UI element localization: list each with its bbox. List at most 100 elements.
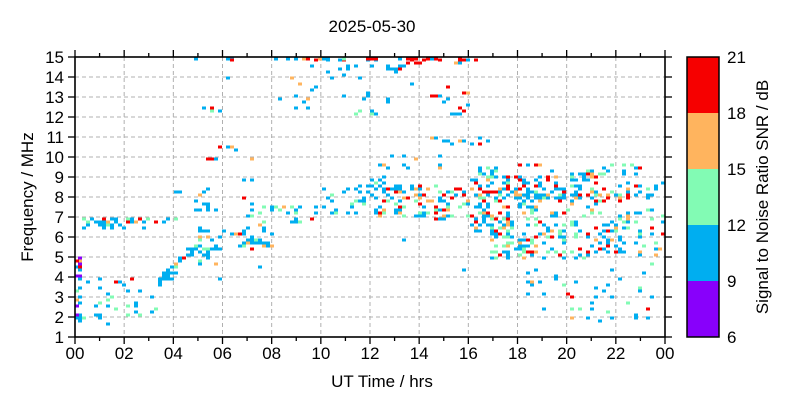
data-point [462, 202, 466, 206]
data-point [502, 181, 506, 185]
data-point [478, 142, 482, 146]
data-point [522, 232, 526, 236]
data-point [398, 190, 402, 194]
data-point [498, 232, 502, 236]
data-point [478, 166, 482, 170]
data-point [494, 235, 498, 239]
data-point [650, 193, 654, 197]
data-point [406, 57, 410, 61]
data-point [562, 223, 566, 227]
data-point [594, 181, 598, 185]
data-point [326, 70, 330, 74]
data-point [450, 142, 454, 146]
data-point [538, 280, 542, 284]
data-point [598, 241, 602, 245]
data-point [450, 214, 454, 218]
data-point [250, 202, 254, 206]
data-point [174, 190, 178, 194]
data-point [210, 157, 214, 161]
data-point [598, 193, 602, 197]
data-point [470, 142, 474, 146]
data-point [638, 250, 642, 254]
data-point [206, 205, 210, 209]
data-point [594, 226, 598, 230]
data-point [502, 223, 506, 227]
data-point [114, 280, 118, 284]
data-point [590, 211, 594, 215]
data-point [294, 57, 298, 61]
data-point [154, 307, 158, 311]
data-point [478, 202, 482, 206]
data-point [414, 157, 418, 161]
data-point [270, 244, 274, 248]
data-point [242, 196, 246, 200]
data-point [570, 220, 574, 224]
data-point [426, 187, 430, 191]
data-point [590, 187, 594, 191]
data-point [554, 223, 558, 227]
data-point [498, 199, 502, 203]
data-point [650, 217, 654, 221]
data-point [578, 184, 582, 188]
data-point [518, 175, 522, 179]
data-point [570, 295, 574, 299]
data-point [474, 205, 478, 209]
data-point [610, 190, 614, 194]
data-point [258, 238, 262, 242]
data-point [98, 316, 102, 320]
data-point [434, 94, 438, 98]
data-point [506, 187, 510, 191]
data-point [526, 205, 530, 209]
data-point [278, 208, 282, 212]
data-point [466, 58, 470, 62]
data-point [554, 250, 558, 254]
data-point [410, 187, 414, 191]
data-point [430, 57, 434, 61]
data-point [594, 238, 598, 242]
data-point [314, 211, 318, 215]
data-point [494, 196, 498, 200]
data-point [546, 178, 550, 182]
data-point [602, 229, 606, 233]
data-point [466, 202, 470, 206]
data-point [634, 184, 638, 188]
data-point [506, 214, 510, 218]
data-point [506, 184, 510, 188]
data-point [478, 184, 482, 188]
data-point [390, 67, 394, 71]
data-point [522, 238, 526, 242]
data-point [598, 247, 602, 251]
data-point [586, 169, 590, 173]
data-point [530, 280, 534, 284]
data-point [622, 226, 626, 230]
data-point [438, 190, 442, 194]
data-point [554, 181, 558, 185]
data-point [590, 196, 594, 200]
data-point [534, 244, 538, 248]
data-point [538, 163, 542, 167]
data-point [326, 58, 330, 62]
data-point [590, 175, 594, 179]
y-axis-label: Frequency / MHz [18, 132, 37, 261]
data-point [394, 202, 398, 206]
data-point [258, 223, 262, 227]
data-point [310, 64, 314, 68]
data-point [578, 193, 582, 197]
data-point [374, 187, 378, 191]
data-point [646, 196, 650, 200]
data-point [490, 232, 494, 236]
data-point [526, 238, 530, 242]
data-point [490, 229, 494, 233]
y-tick-label: 13 [45, 88, 64, 107]
data-point [586, 178, 590, 182]
data-point [202, 247, 206, 251]
data-point [198, 262, 202, 266]
data-point [590, 190, 594, 194]
y-tick-label: 5 [55, 248, 64, 267]
data-point [618, 277, 622, 281]
data-point [170, 277, 174, 281]
data-point [222, 229, 226, 233]
data-point [614, 193, 618, 197]
data-point [626, 187, 630, 191]
data-point [442, 217, 446, 221]
